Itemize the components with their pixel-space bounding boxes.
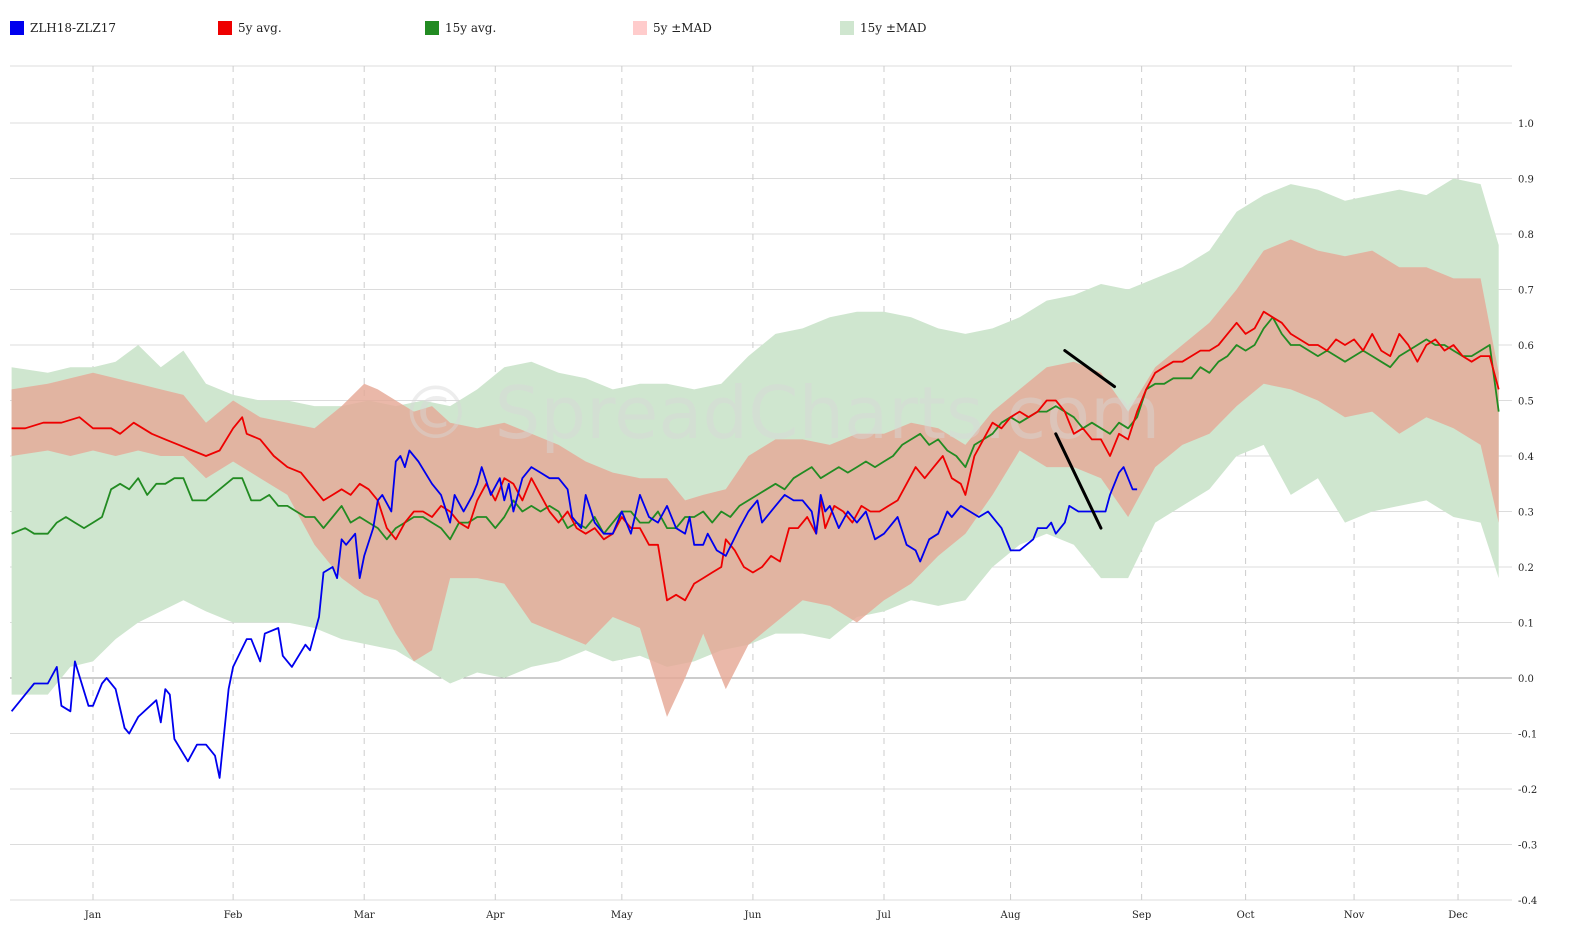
y-tick-label: 0.0 xyxy=(1518,674,1534,685)
y-tick-label: 1.0 xyxy=(1518,119,1534,130)
y-tick-label: -0.1 xyxy=(1518,730,1537,741)
series-line-15y-avg- xyxy=(11,316,1500,541)
y-tick-label: 0.4 xyxy=(1518,452,1534,463)
legend-swatch xyxy=(218,21,232,35)
y-tick-label: 0.8 xyxy=(1518,230,1534,241)
legend-item-1[interactable]: 5y avg. xyxy=(218,21,282,35)
legend-swatch xyxy=(10,21,24,35)
x-tick-label-apr: Apr xyxy=(485,910,505,921)
annotation-line-1 xyxy=(1054,432,1103,530)
band-5y-mad xyxy=(11,239,1499,717)
legend-item-0[interactable]: ZLH18-ZLZ17 xyxy=(10,21,116,35)
legend-label: 15y avg. xyxy=(445,21,497,35)
x-tick-label-jul: Jul xyxy=(876,910,891,921)
y-tick-label: -0.4 xyxy=(1518,896,1537,907)
y-tick-label: 0.7 xyxy=(1518,286,1534,297)
legend-label: 5y avg. xyxy=(238,21,282,35)
y-tick-label: 0.5 xyxy=(1518,397,1534,408)
y-tick-label: -0.2 xyxy=(1518,785,1537,796)
x-tick-label-jun: Jun xyxy=(743,910,761,921)
watermark-text: © SpreadCharts.com xyxy=(400,371,1160,455)
series-line-zlh18-zlz17 xyxy=(10,449,1138,779)
x-tick-label-nov: Nov xyxy=(1344,910,1365,921)
x-tick-label-aug: Aug xyxy=(1000,910,1022,921)
y-tick-label: 0.3 xyxy=(1518,508,1534,519)
x-tick-label-feb: Feb xyxy=(224,910,243,921)
legend: ZLH18-ZLZ17 5y avg. 15y avg. 5y ±MAD 15y ±MA… xyxy=(0,0,1570,60)
y-tick-label: -0.3 xyxy=(1518,841,1537,852)
legend-swatch xyxy=(840,21,854,35)
y-tick-label: 0.6 xyxy=(1518,341,1534,352)
band-overlap-tint xyxy=(11,239,1499,717)
x-tick-label-may: May xyxy=(611,910,633,921)
legend-item-3[interactable]: 5y ±MAD xyxy=(633,21,712,35)
x-tick-label-dec: Dec xyxy=(1448,910,1468,921)
y-tick-label: 0.9 xyxy=(1518,175,1534,186)
legend-item-2[interactable]: 15y avg. xyxy=(425,21,496,35)
y-tick-label: 0.1 xyxy=(1518,619,1534,630)
annotation-line-0 xyxy=(1063,349,1117,389)
legend-swatch xyxy=(633,21,647,35)
legend-label: 5y ±MAD xyxy=(653,21,712,35)
y-tick-label: 0.2 xyxy=(1518,563,1534,574)
legend-item-4[interactable]: 15y ±MAD xyxy=(840,21,927,35)
series-line-5y-avg- xyxy=(11,310,1500,602)
legend-label: 15y ±MAD xyxy=(860,21,927,35)
x-tick-label-sep: Sep xyxy=(1132,910,1151,921)
x-tick-label-jan: Jan xyxy=(84,910,102,921)
x-tick-label-mar: Mar xyxy=(354,910,375,921)
legend-swatch xyxy=(425,21,439,35)
x-tick-label-oct: Oct xyxy=(1237,910,1255,921)
legend-label: ZLH18-ZLZ17 xyxy=(30,21,117,35)
